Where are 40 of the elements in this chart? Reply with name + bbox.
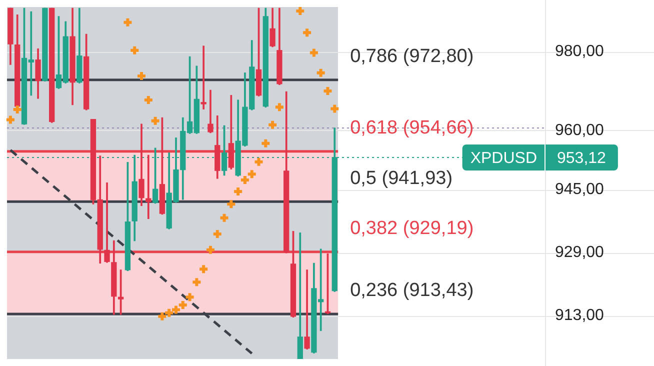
- candlestick: [304, 270, 310, 350]
- point: [191, 276, 202, 288]
- point: [226, 198, 237, 210]
- point: [294, 7, 306, 16]
- candlestick: [104, 182, 110, 263]
- y-tick-label: 913,00: [555, 307, 604, 324]
- point: [129, 44, 140, 56]
- point: [122, 16, 134, 28]
- candlestick: [200, 46, 206, 110]
- ref-line-label: 0,786 (972,80): [350, 46, 474, 68]
- point: [170, 304, 182, 316]
- ref-line-label: 0,382 (929,19): [350, 218, 474, 240]
- point: [4, 114, 16, 126]
- point: [274, 102, 285, 113]
- point: [150, 115, 161, 126]
- text: 953,12: [557, 150, 606, 167]
- point: [184, 292, 196, 303]
- point: [198, 264, 210, 275]
- y-tick-label: 960,00: [555, 122, 604, 139]
- point: [164, 307, 175, 318]
- point: [302, 27, 313, 38]
- point: [177, 300, 188, 310]
- point: [267, 119, 278, 130]
- point: [204, 244, 216, 256]
- ref-line-label: XPDUSD: [470, 150, 538, 167]
- point: [329, 103, 340, 114]
- point: [260, 138, 272, 149]
- point: [253, 156, 264, 168]
- point: [246, 168, 258, 180]
- point: [156, 310, 168, 322]
- point: [218, 212, 230, 224]
- ref-line-label: 0,618 (954,66): [350, 118, 474, 139]
- y-tick-label: 929,00: [555, 244, 604, 261]
- ref-line-label: 0,5 (941,93): [350, 168, 453, 189]
- y-tick-label: 980,00: [555, 42, 604, 60]
- candlestick: [146, 154, 152, 220]
- y-tick-label: 945,00: [555, 180, 604, 198]
- ref-line-label: 0,236 (913,43): [350, 280, 474, 302]
- point: [315, 67, 326, 78]
- point: [308, 47, 320, 58]
